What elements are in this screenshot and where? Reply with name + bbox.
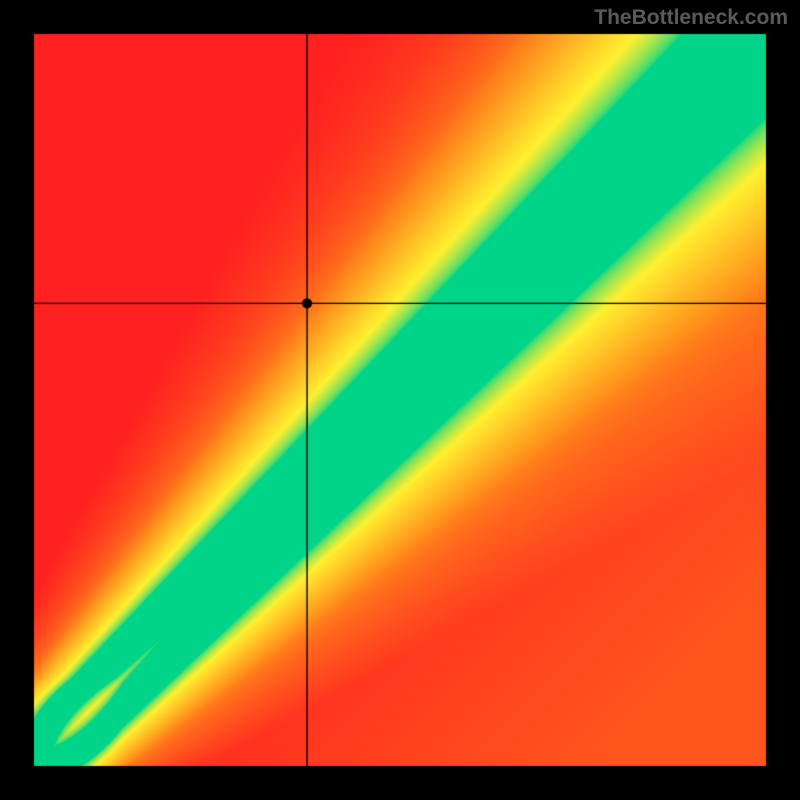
watermark-text: TheBottleneck.com: [594, 6, 788, 30]
heatmap-canvas: [0, 0, 800, 800]
chart-container: TheBottleneck.com: [0, 0, 800, 800]
